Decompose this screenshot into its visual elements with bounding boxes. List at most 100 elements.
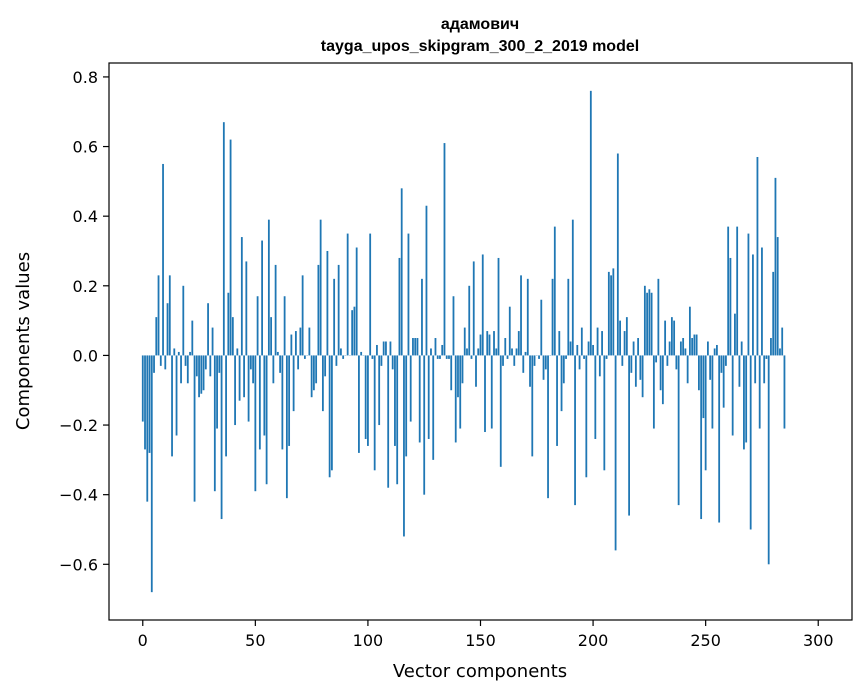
bar (526, 278, 529, 356)
bar (380, 355, 383, 366)
bar (770, 338, 772, 356)
bar (168, 275, 171, 356)
bar (373, 355, 376, 471)
bar (763, 355, 766, 384)
bar (258, 355, 261, 450)
bar (481, 254, 484, 356)
bar (445, 355, 448, 359)
bar (290, 334, 293, 356)
bar (612, 268, 615, 356)
bar (421, 278, 423, 356)
x-tick-label: 200 (578, 631, 609, 650)
bar (677, 355, 680, 506)
bar (625, 317, 628, 356)
bar (207, 303, 209, 356)
bar (243, 355, 245, 398)
bar (686, 355, 689, 384)
bar (211, 327, 214, 356)
bar (182, 285, 185, 356)
bar (463, 327, 466, 356)
bar (639, 355, 642, 380)
bar (186, 355, 189, 384)
bar (610, 275, 612, 356)
bar (430, 348, 432, 356)
y-tick-label: 0.8 (73, 68, 98, 87)
bar (497, 257, 500, 356)
bar (664, 320, 667, 356)
bar (765, 355, 768, 359)
bar (403, 355, 405, 537)
bar (310, 355, 313, 398)
bar (396, 355, 399, 485)
bar (198, 355, 200, 398)
bar (436, 355, 439, 359)
bar (294, 331, 297, 356)
bar (317, 264, 320, 356)
bar (472, 261, 475, 356)
bar (520, 275, 522, 356)
bar (657, 278, 660, 356)
bar (405, 355, 408, 457)
bar (324, 355, 327, 377)
y-axis-ticks: −0.6 −0.4 −0.2 0.0 0.2 0.4 0.6 0.8 (59, 68, 109, 574)
bar (202, 355, 205, 391)
bar (781, 327, 784, 356)
bar (623, 331, 626, 356)
bar (164, 355, 167, 370)
bar (704, 355, 707, 471)
bar (506, 355, 509, 359)
y-tick-label: −0.2 (59, 416, 98, 435)
bar (571, 219, 574, 356)
bar (522, 355, 525, 373)
bar (391, 355, 394, 370)
bar (398, 257, 401, 356)
bar (355, 247, 358, 356)
bar (191, 320, 194, 356)
bar (351, 310, 354, 356)
bar (385, 341, 387, 356)
plot-frame (108, 62, 853, 621)
bar (276, 351, 279, 356)
bar (303, 355, 306, 359)
bar (650, 292, 653, 356)
x-tick-label: 100 (353, 631, 384, 650)
bar (495, 348, 498, 356)
bar (425, 205, 428, 356)
bar (515, 348, 518, 356)
bar (153, 355, 155, 373)
bar (538, 355, 540, 359)
bar (747, 233, 750, 356)
bar (364, 355, 367, 439)
bar (731, 355, 734, 436)
bar (718, 355, 721, 523)
y-tick-label: −0.4 (59, 486, 98, 505)
bar (231, 317, 234, 356)
bar (342, 355, 345, 359)
bar (589, 90, 592, 356)
bar (288, 355, 291, 446)
bar (409, 355, 412, 422)
y-tick-label: 0.0 (73, 346, 98, 365)
bar (517, 331, 520, 356)
bar (729, 257, 732, 356)
bar (272, 355, 275, 384)
bar (247, 355, 250, 422)
bar (551, 278, 554, 356)
bar (542, 355, 545, 380)
bar (716, 344, 718, 356)
bar (254, 355, 257, 492)
bar (544, 355, 547, 370)
bar (693, 334, 696, 356)
bar (508, 306, 511, 356)
bar (238, 355, 241, 401)
bar (643, 285, 646, 356)
bar (308, 327, 311, 356)
x-tick-label: 300 (803, 631, 834, 650)
bar (783, 355, 786, 429)
bar (470, 355, 473, 359)
bar (601, 331, 603, 356)
bar (225, 355, 227, 457)
bar (452, 296, 455, 356)
bar (567, 278, 570, 356)
bar (592, 344, 594, 356)
